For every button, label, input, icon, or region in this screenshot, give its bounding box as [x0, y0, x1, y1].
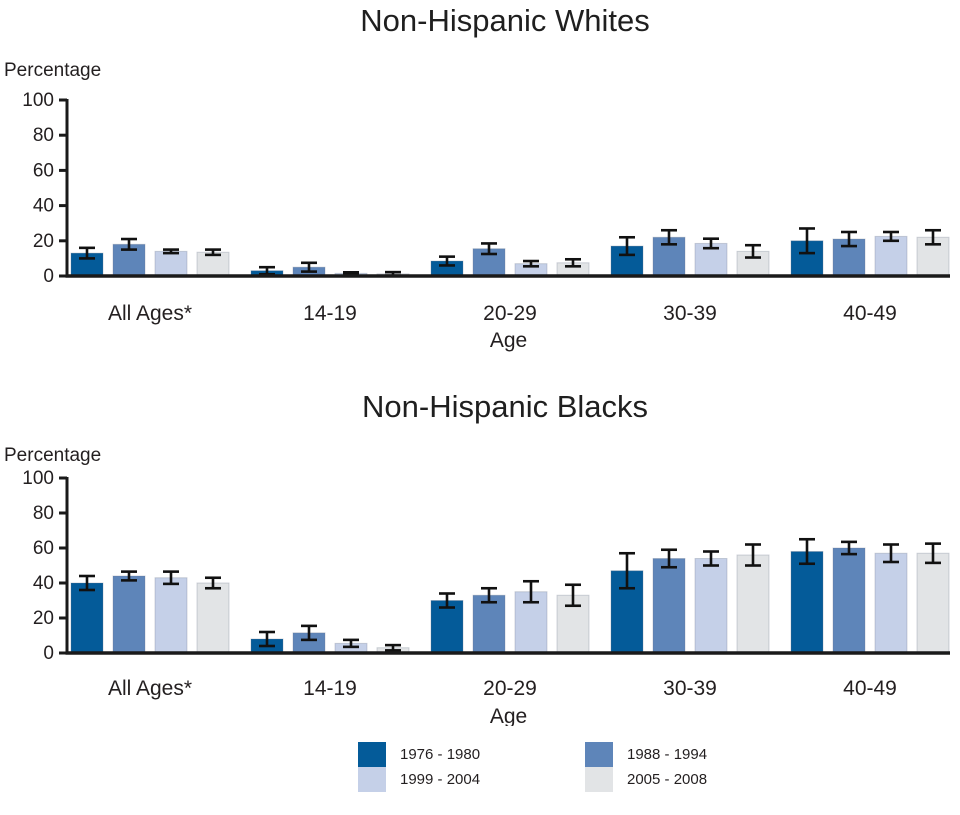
x-category-label: All Ages*: [108, 302, 192, 325]
legend-swatch-2005-2008: [585, 767, 613, 793]
x-category-label: 30-39: [663, 677, 717, 700]
chart-title-whites: Non-Hispanic Whites: [360, 3, 650, 38]
y-tick-label: 20: [33, 608, 54, 629]
y-tick-label: 60: [33, 538, 54, 559]
bar: [70, 582, 104, 654]
chart-plot-whites: Percentage 0 20 40 60 80 100 All Ages* 14-19 20-2…: [4, 60, 950, 352]
x-axis-title: Age: [490, 329, 527, 352]
legend-label-1976-1980: 1976 - 1980: [400, 746, 481, 764]
legend-swatch-1988-1994: [585, 742, 613, 768]
y-tick-label: 40: [33, 196, 54, 217]
y-tick-label: 100: [22, 468, 54, 489]
x-category-label: 40-49: [843, 302, 897, 325]
legend-swatch-1999-2004: [358, 767, 386, 793]
bar: [874, 553, 908, 654]
bar: [154, 577, 188, 654]
y-tick-label: 80: [33, 503, 54, 524]
bar: [874, 236, 908, 277]
bar: [790, 551, 824, 654]
legend-item-1988-1994: 1988 - 1994: [585, 742, 812, 768]
x-axis-title: Age: [490, 705, 527, 726]
chart-section-whites: Non-Hispanic Whites Percentage 0 20 40 60 80 1…: [0, 2, 960, 352]
chart-title-blacks: Non-Hispanic Blacks: [362, 389, 648, 425]
x-category-label: 14-19: [303, 677, 357, 700]
chart-plot-blacks: Percentage 0 20 40 60 80 100 All Ages* 14-19 20-2…: [4, 445, 950, 726]
legend-swatch-1976-1980: [358, 742, 386, 768]
bar: [694, 558, 728, 654]
bar: [736, 554, 770, 654]
y-tick-label: 20: [33, 231, 54, 252]
legend-item-1999-2004: 1999 - 2004: [358, 767, 585, 793]
bar: [916, 553, 950, 654]
x-category-label: 40-49: [843, 677, 897, 700]
bar: [652, 558, 686, 654]
y-tick-label: 80: [33, 125, 54, 146]
bar: [472, 595, 506, 654]
bar: [196, 582, 230, 654]
x-category-label: All Ages*: [108, 677, 192, 700]
y-tick-label: 0: [43, 643, 54, 664]
legend: 1976 - 1980 1999 - 2004 1988 - 1994 2005…: [358, 742, 960, 793]
bar: [832, 238, 866, 277]
x-category-label: 14-19: [303, 302, 357, 325]
legend-item-1976-1980: 1976 - 1980: [358, 742, 585, 768]
bar: [112, 244, 146, 277]
figure: Non-Hispanic Whites Percentage 0 20 40 60 80 1…: [0, 2, 960, 793]
y-axis-title: Percentage: [4, 60, 101, 81]
x-category-label: 20-29: [483, 677, 537, 700]
legend-column-right: 1988 - 1994 2005 - 2008: [585, 742, 812, 793]
legend-label-1988-1994: 1988 - 1994: [627, 746, 708, 764]
bar: [154, 251, 188, 277]
chart-section-blacks: Non-Hispanic Blacks Percentage 0 20 40 60 80 1…: [0, 388, 960, 726]
bar: [832, 547, 866, 654]
y-tick-label: 100: [22, 90, 54, 111]
legend-label-2005-2008: 2005 - 2008: [627, 771, 708, 789]
x-category-label: 20-29: [483, 302, 537, 325]
legend-column-left: 1976 - 1980 1999 - 2004: [358, 742, 585, 793]
legend-item-2005-2008: 2005 - 2008: [585, 767, 812, 793]
y-tick-label: 60: [33, 161, 54, 182]
x-category-label: 30-39: [663, 302, 717, 325]
y-axis-title: Percentage: [4, 445, 101, 466]
bar: [112, 575, 146, 654]
y-tick-label: 40: [33, 573, 54, 594]
legend-label-1999-2004: 1999 - 2004: [400, 771, 481, 789]
y-tick-label: 0: [43, 266, 54, 287]
